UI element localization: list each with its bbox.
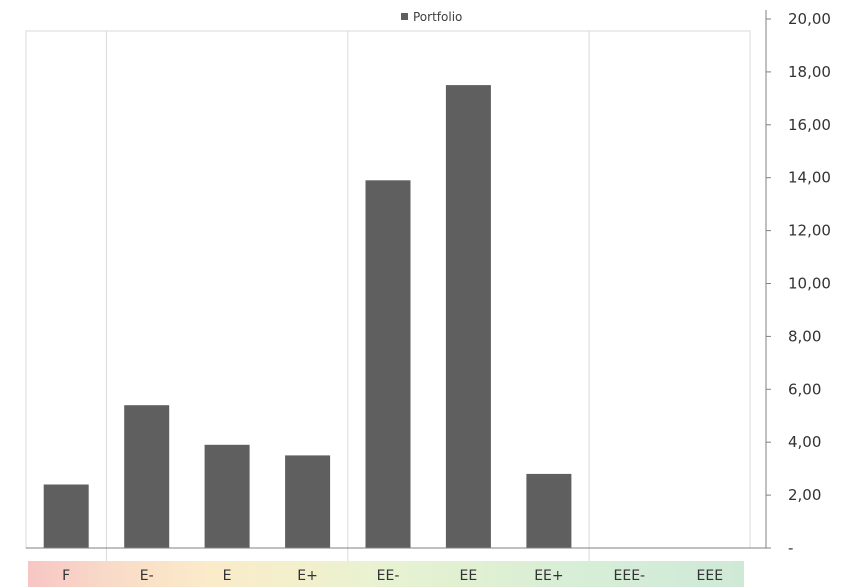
x-tick-label: EE-: [377, 568, 400, 584]
y-tick-label: 14,00: [788, 169, 831, 187]
y-tick-label: 6,00: [788, 380, 821, 398]
y-tick-label: 18,00: [788, 63, 831, 81]
y-tick-label: 10,00: [788, 275, 831, 293]
bar-EE+: [526, 473, 572, 548]
x-tick-label: E-: [140, 568, 154, 584]
y-tick-label: 8,00: [788, 327, 821, 345]
x-tick-label: E: [223, 568, 232, 584]
x-tick-label: EE+: [534, 568, 563, 584]
y-tick-label: 2,00: [788, 486, 821, 504]
x-tick-label: E+: [297, 568, 318, 584]
legend-label: Portfolio: [413, 10, 462, 24]
category-band: [28, 561, 744, 587]
y-tick-label: 20,00: [788, 10, 831, 28]
x-tick-label: EEE-: [614, 568, 646, 584]
bar-F: [43, 484, 89, 548]
y-tick-label: 4,00: [788, 433, 821, 451]
legend-swatch: [401, 13, 408, 20]
x-tick-label: EE: [460, 568, 478, 584]
bar-E: [204, 444, 250, 548]
bar-EE: [445, 85, 491, 548]
x-tick-label: F: [62, 568, 70, 584]
y-tick-label: 12,00: [788, 222, 831, 240]
bar-E-: [124, 405, 170, 548]
y-tick-label: 16,00: [788, 116, 831, 134]
bar-EE-: [365, 180, 411, 549]
legend: Portfolio: [401, 10, 462, 24]
bar-E+: [285, 455, 331, 548]
x-tick-label: EEE: [697, 568, 724, 584]
y-tick-label: -: [788, 539, 793, 557]
